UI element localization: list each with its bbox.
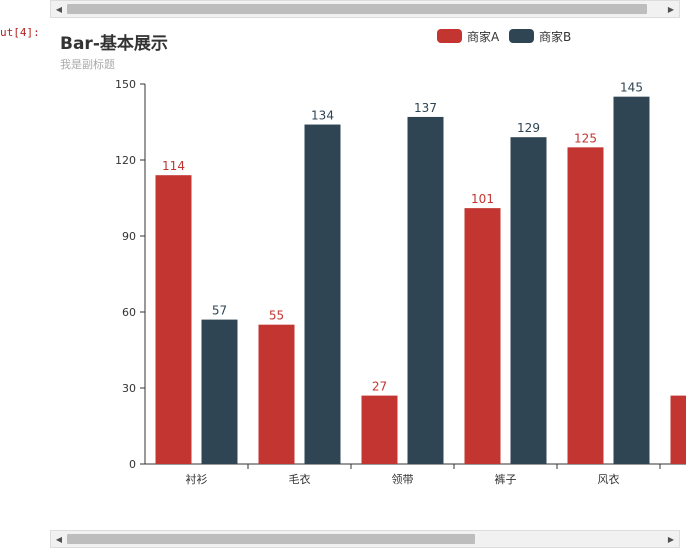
bar-series-b — [510, 137, 547, 464]
data-label-series-a: 125 — [574, 131, 597, 145]
top-horizontal-scrollbar[interactable]: ◀ ▶ — [50, 0, 680, 18]
y-tick-label: 90 — [122, 230, 136, 243]
scroll-right-arrow-icon[interactable]: ▶ — [667, 4, 675, 14]
legend-label-series-a: 商家A — [467, 29, 500, 44]
y-tick-label: 30 — [122, 382, 136, 395]
x-tick-label: 毛衣 — [289, 472, 311, 486]
x-tick-label: 风衣 — [598, 472, 620, 486]
chart-subtitle: 我是副标题 — [60, 58, 115, 71]
scroll-right-arrow-icon[interactable]: ▶ — [667, 534, 675, 544]
data-label-series-b: 134 — [311, 109, 334, 123]
x-tick-label: 裤子 — [495, 472, 517, 486]
legend-item-series-a[interactable]: 商家A — [437, 28, 499, 44]
bar-series-b — [407, 116, 444, 464]
bar-series-b — [304, 124, 341, 465]
data-label-series-b: 57 — [212, 304, 227, 318]
legend-swatch-series-a — [437, 29, 462, 43]
data-label-series-b: 129 — [517, 121, 540, 135]
x-tick-label: 衬衫 — [186, 473, 208, 486]
y-tick-label: 120 — [115, 154, 136, 167]
bar-series-b — [613, 96, 650, 465]
data-label-series-b: 137 — [414, 101, 437, 115]
data-label-series-a: 27 — [372, 380, 387, 394]
bar-series-a — [361, 395, 398, 464]
legend-item-series-b[interactable]: 商家B — [509, 28, 571, 44]
data-label-series-a: 101 — [471, 192, 494, 206]
bar-series-a — [670, 395, 686, 464]
bar-series-a — [258, 324, 295, 464]
data-label-series-a: 114 — [162, 159, 185, 173]
scroll-left-arrow-icon[interactable]: ◀ — [55, 4, 63, 14]
bar-series-a — [464, 208, 501, 464]
y-tick-label: 60 — [122, 306, 136, 319]
scroll-left-arrow-icon[interactable]: ◀ — [55, 534, 63, 544]
legend-label-series-b: 商家B — [539, 29, 572, 44]
bottom-horizontal-scrollbar[interactable]: ◀ ▶ — [50, 530, 680, 548]
y-tick-label: 150 — [115, 78, 136, 91]
bar-series-a — [567, 147, 604, 465]
chart-title: Bar-基本展示 — [60, 34, 168, 54]
y-tick-label: 0 — [129, 458, 136, 471]
cell-output-prompt: ut[4]: — [0, 26, 40, 39]
data-label-series-a: 55 — [269, 309, 284, 323]
bar-series-a — [155, 175, 192, 464]
bottom-scrollbar-thumb[interactable] — [67, 534, 475, 544]
legend-swatch-series-b — [509, 29, 534, 43]
x-tick-label: 领带 — [392, 473, 414, 486]
top-scrollbar-thumb[interactable] — [67, 4, 647, 14]
bar-series-b — [201, 319, 238, 464]
data-label-series-b: 145 — [620, 81, 643, 95]
